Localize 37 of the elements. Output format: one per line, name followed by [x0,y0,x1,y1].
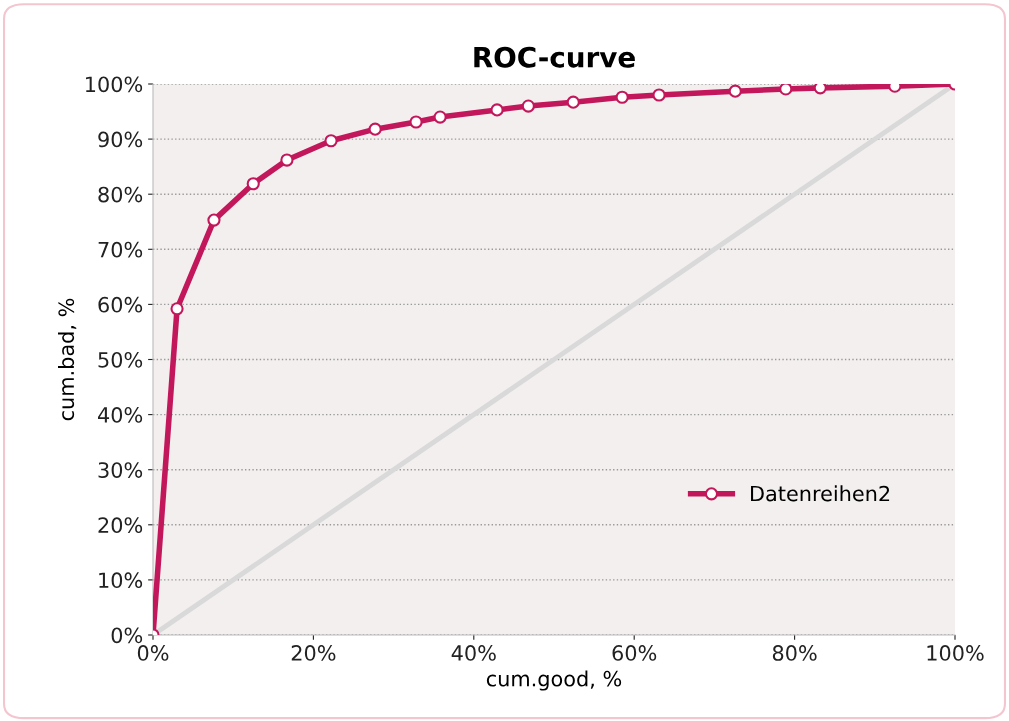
point [652,88,666,102]
x-tick-label: 60% [612,645,657,661]
chart-title: ROC-curve [474,46,635,68]
point [490,103,504,117]
y-tick-label: 100% [86,76,143,93]
point [521,99,535,113]
y-tick-label: 10% [99,572,143,589]
y-tick-label: 60% [98,296,143,313]
y-tick-label: 30% [98,462,143,478]
point [246,177,260,191]
x-tick-label: 100% [927,645,984,661]
point [170,302,184,316]
y-tick-label: 20% [98,517,143,534]
point [280,153,294,167]
x-axis-title: cum.good, % [486,670,622,691]
y-tick-label: 90% [98,131,143,148]
y-tick-label: 40% [97,407,143,423]
legend-label: Datenreihen2 [751,485,890,502]
y-tick-label: 80% [98,186,143,203]
point [566,95,580,109]
y-axis-title: cum.bad, % [58,298,77,421]
point [779,84,793,96]
x-tick-label: 80% [772,645,817,661]
y-tick-label: 0% [111,627,143,644]
x-tick-label: 40% [451,645,496,661]
x-tick-label: 20% [291,645,336,661]
point [324,134,338,148]
point [433,110,447,124]
point [728,84,742,98]
point [368,122,382,136]
x-tick-label: 0% [137,645,169,661]
point [813,84,827,95]
point [409,115,423,129]
point [615,90,629,104]
y-tick-label: 50% [98,351,143,368]
y-tick-label: 70% [98,241,143,258]
point [207,213,221,227]
